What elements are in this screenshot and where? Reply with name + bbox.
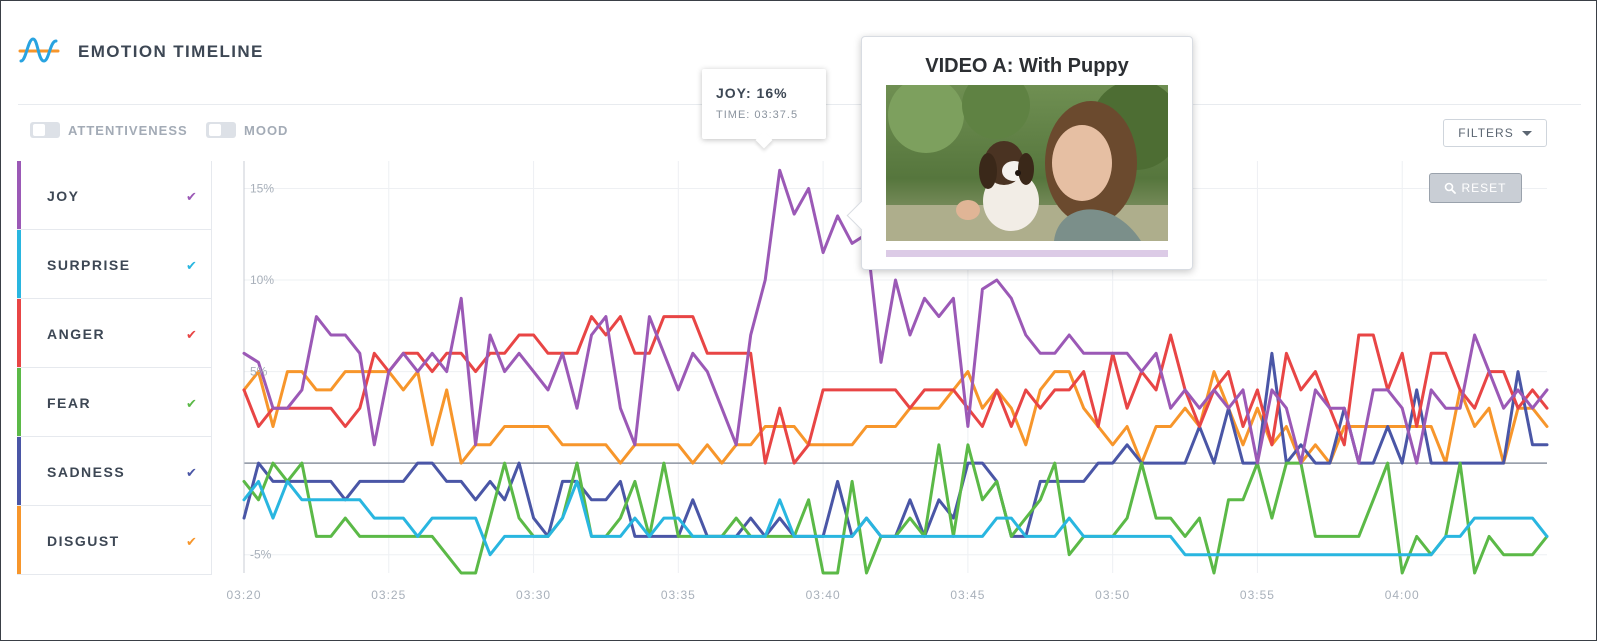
emotion-label: ANGER — [47, 326, 106, 342]
x-tick-label: 03:50 — [1095, 588, 1130, 602]
data-point-tooltip: JOY: 16% TIME: 03:37.5 — [702, 69, 826, 139]
video-title: VIDEO A: With Puppy — [925, 55, 1129, 77]
y-tick-label: -5% — [250, 548, 272, 562]
video-progress-bar[interactable] — [886, 250, 1168, 257]
x-tick-label: 03:30 — [516, 588, 551, 602]
reset-label: RESET — [1461, 181, 1507, 195]
checkmark-icon: ✔ — [186, 396, 197, 411]
x-tick-label: 03:20 — [226, 588, 261, 602]
search-icon — [1445, 182, 1457, 194]
emotion-color-bar — [17, 437, 21, 505]
toggle-knob — [209, 124, 221, 136]
toggle-label: ATTENTIVENESS — [68, 122, 188, 138]
caret-down-icon — [1521, 130, 1532, 136]
chart-series — [242, 168, 1549, 575]
toggle-track — [206, 122, 236, 138]
emotion-item-fear[interactable]: FEAR ✔ — [17, 368, 212, 437]
tooltip-time: TIME: 03:37.5 — [716, 109, 799, 121]
emotion-list: JOY ✔ SURPRISE ✔ ANGER ✔ FEAR ✔ SADNESS … — [17, 161, 212, 575]
x-tick-label: 03:55 — [1240, 588, 1275, 602]
emotion-color-bar — [17, 506, 21, 574]
header: EMOTION TIMELINE — [18, 32, 264, 72]
series-line-joy — [242, 168, 1549, 465]
x-tick-label: 03:40 — [806, 588, 841, 602]
filters-button[interactable]: FILTERS — [1443, 119, 1547, 147]
video-thumbnail[interactable] — [886, 85, 1168, 241]
series-line-surprise — [242, 479, 1549, 557]
emotion-item-anger[interactable]: ANGER ✔ — [17, 299, 212, 368]
tooltip-value: JOY: 16% — [716, 85, 788, 101]
checkmark-icon: ✔ — [186, 534, 197, 549]
video-popup: VIDEO A: With Puppy — [861, 36, 1193, 270]
emotion-label: FEAR — [47, 395, 92, 411]
wave-icon — [18, 35, 60, 70]
emotion-label: DISGUST — [47, 533, 120, 549]
x-tick-label: 04:00 — [1385, 588, 1420, 602]
mood-toggle[interactable]: MOOD — [206, 122, 288, 138]
emotion-item-surprise[interactable]: SURPRISE ✔ — [17, 230, 212, 299]
toggle-label: MOOD — [244, 122, 289, 138]
emotion-color-bar — [17, 299, 21, 367]
y-tick-label: 15% — [250, 181, 274, 195]
checkmark-icon: ✔ — [186, 465, 197, 480]
y-tick-label: 10% — [250, 273, 274, 287]
checkmark-icon: ✔ — [186, 258, 197, 273]
toggle-track — [30, 122, 60, 138]
emotion-color-bar — [17, 368, 21, 436]
y-tick-label: 5% — [250, 365, 268, 379]
filters-label: FILTERS — [1458, 126, 1514, 140]
attentiveness-toggle[interactable]: ATTENTIVENESS — [30, 122, 188, 138]
reset-button[interactable]: RESET — [1429, 173, 1522, 203]
x-tick-label: 03:25 — [371, 588, 406, 602]
emotion-item-joy[interactable]: JOY ✔ — [17, 161, 212, 230]
toggle-knob — [33, 124, 45, 136]
x-tick-label: 03:35 — [661, 588, 696, 602]
x-tick-label: 03:45 — [950, 588, 985, 602]
emotion-item-sadness[interactable]: SADNESS ✔ — [17, 437, 212, 506]
emotion-color-bar — [17, 161, 21, 229]
emotion-color-bar — [17, 230, 21, 298]
emotion-label: SURPRISE — [47, 257, 131, 273]
checkmark-icon: ✔ — [186, 189, 197, 204]
emotion-label: JOY — [47, 188, 80, 204]
page-title: EMOTION TIMELINE — [78, 42, 264, 61]
checkmark-icon: ✔ — [186, 327, 197, 342]
chart-labels: 03:20 03:25 03:30 03:35 03:40 03:45 03:50 03:55… — [226, 181, 1420, 602]
emotion-label: SADNESS — [47, 464, 126, 480]
emotion-item-disgust[interactable]: DISGUST ✔ — [17, 506, 212, 575]
